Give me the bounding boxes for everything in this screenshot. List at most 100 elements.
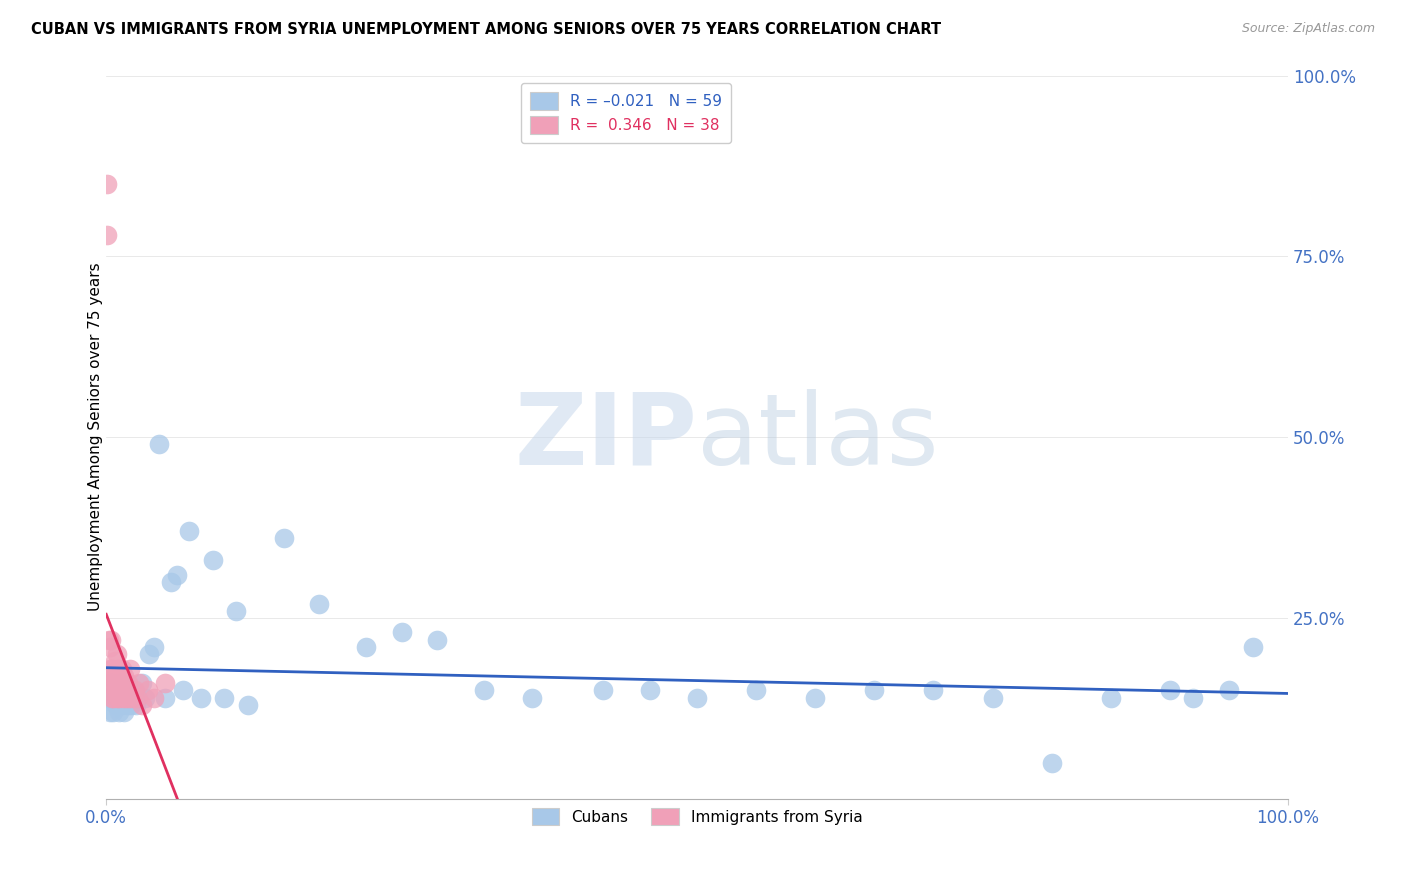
Point — [96, 177, 118, 191]
Point — [105, 683, 128, 698]
Point — [112, 705, 135, 719]
Point — [804, 690, 827, 705]
Point — [686, 690, 709, 705]
Point — [103, 676, 125, 690]
Point — [122, 683, 145, 698]
Point — [520, 690, 543, 705]
Point — [105, 647, 128, 661]
Point — [981, 690, 1004, 705]
Point — [177, 524, 200, 539]
Point — [118, 690, 141, 705]
Point — [136, 683, 159, 698]
Point — [114, 683, 136, 698]
Point — [1182, 690, 1205, 705]
Point — [273, 532, 295, 546]
Point — [107, 662, 129, 676]
Point — [111, 690, 134, 705]
Point — [1099, 690, 1122, 705]
Point — [104, 669, 127, 683]
Point — [172, 683, 194, 698]
Point — [103, 705, 125, 719]
Text: ZIP: ZIP — [515, 389, 697, 485]
Point — [148, 437, 170, 451]
Point — [100, 676, 122, 690]
Point — [97, 690, 120, 705]
Point — [131, 676, 153, 690]
Point — [104, 698, 127, 712]
Point — [166, 567, 188, 582]
Point — [391, 625, 413, 640]
Point — [107, 676, 129, 690]
Point — [124, 683, 146, 698]
Point — [236, 698, 259, 712]
Point — [103, 690, 125, 705]
Point — [97, 632, 120, 647]
Point — [111, 690, 134, 705]
Point — [354, 640, 377, 654]
Point — [98, 705, 121, 719]
Point — [638, 683, 661, 698]
Point — [308, 597, 330, 611]
Point — [190, 690, 212, 705]
Point — [125, 690, 148, 705]
Point — [128, 676, 150, 690]
Point — [108, 705, 131, 719]
Point — [105, 690, 128, 705]
Point — [214, 690, 236, 705]
Point — [131, 698, 153, 712]
Point — [138, 647, 160, 661]
Point — [117, 698, 139, 712]
Point — [134, 690, 156, 705]
Point — [103, 690, 125, 705]
Point — [225, 604, 247, 618]
Point — [745, 683, 768, 698]
Point — [1241, 640, 1264, 654]
Point — [110, 698, 132, 712]
Point — [125, 698, 148, 712]
Text: Source: ZipAtlas.com: Source: ZipAtlas.com — [1241, 22, 1375, 36]
Point — [108, 690, 131, 705]
Text: CUBAN VS IMMIGRANTS FROM SYRIA UNEMPLOYMENT AMONG SENIORS OVER 75 YEARS CORRELAT: CUBAN VS IMMIGRANTS FROM SYRIA UNEMPLOYM… — [31, 22, 941, 37]
Point — [101, 662, 124, 676]
Point — [101, 690, 124, 705]
Point — [115, 690, 138, 705]
Point — [426, 632, 449, 647]
Point — [142, 690, 165, 705]
Point — [97, 676, 120, 690]
Point — [142, 640, 165, 654]
Point — [1218, 683, 1240, 698]
Y-axis label: Unemployment Among Seniors over 75 years: Unemployment Among Seniors over 75 years — [87, 263, 103, 612]
Point — [107, 690, 129, 705]
Point — [103, 669, 125, 683]
Point — [118, 690, 141, 705]
Point — [121, 690, 143, 705]
Point — [863, 683, 886, 698]
Point — [201, 553, 224, 567]
Point — [115, 690, 138, 705]
Point — [100, 632, 122, 647]
Point — [101, 690, 124, 705]
Point — [112, 669, 135, 683]
Point — [127, 690, 149, 705]
Point — [592, 683, 614, 698]
Point — [1159, 683, 1181, 698]
Point — [160, 574, 183, 589]
Point — [474, 683, 496, 698]
Point — [120, 698, 142, 712]
Text: atlas: atlas — [697, 389, 939, 485]
Point — [98, 640, 121, 654]
Point — [117, 676, 139, 690]
Point — [155, 676, 177, 690]
Point — [118, 683, 141, 698]
Point — [110, 676, 132, 690]
Point — [922, 683, 945, 698]
Point — [98, 662, 121, 676]
Point — [114, 683, 136, 698]
Point — [103, 654, 125, 668]
Point — [118, 662, 141, 676]
Point — [110, 676, 132, 690]
Point — [1040, 756, 1063, 770]
Point — [155, 690, 177, 705]
Point — [96, 227, 118, 242]
Point — [110, 662, 132, 676]
